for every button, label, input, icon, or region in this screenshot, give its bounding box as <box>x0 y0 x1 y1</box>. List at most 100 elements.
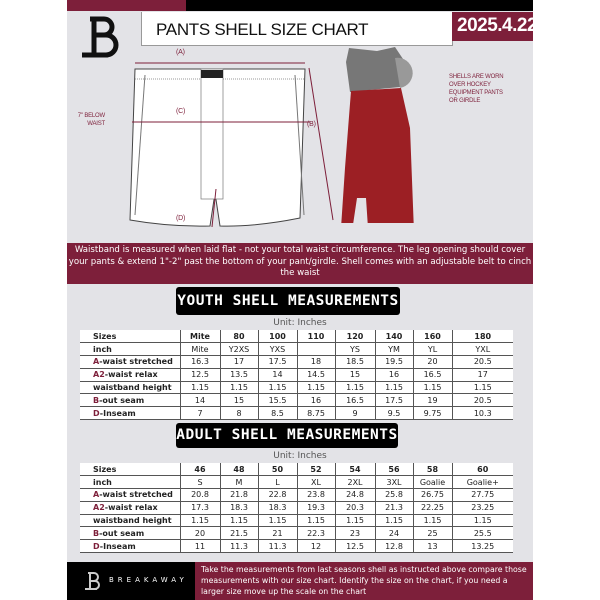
table-cell: 25 <box>412 526 452 541</box>
brand-name: BREAKAWAY <box>109 576 188 584</box>
row-label: A2-waist relax <box>80 501 180 515</box>
table-cell: 1.15 <box>334 381 375 395</box>
table-cell: 1.15 <box>257 381 297 395</box>
table-cell: 1.15 <box>296 381 335 395</box>
label-b: (B) <box>307 121 316 128</box>
row-label: D-Inseam <box>80 539 180 554</box>
table-cell: 22.8 <box>257 488 297 502</box>
table-cell: 17 <box>219 355 258 369</box>
footer-instructions: Take the measurements from last seasons … <box>195 562 533 600</box>
table-row: D-Inseam 11 11.3 11.3 12 12.5 12.8 13 13.25 <box>80 539 513 554</box>
table-cell: 14 <box>179 393 220 408</box>
table-cell: 22.3 <box>296 526 335 541</box>
table-cell: 1.15 <box>374 381 413 395</box>
table-cell: 20.5 <box>451 355 513 369</box>
table-cell: 19 <box>412 393 452 408</box>
table-cell: 9.5 <box>374 406 413 421</box>
table-cell: 20.3 <box>334 501 375 515</box>
measurement-name: inch <box>93 344 112 354</box>
table-cell: 17.5 <box>374 393 413 408</box>
table-cell: 18.3 <box>257 501 297 515</box>
row-label: waistband height <box>80 381 180 395</box>
table-cell: 15 <box>334 368 375 382</box>
table-cell: 80 <box>219 330 258 344</box>
table-cell: 16 <box>374 368 413 382</box>
table-cell: 15 <box>219 393 258 408</box>
below-waist-note: 7" BELOW WAIST <box>77 113 105 127</box>
table-row: waistband height 1.15 1.15 1.15 1.15 1.15 1.15… <box>80 381 513 395</box>
row-label: B-out seam <box>80 393 180 408</box>
page-title: PANTS SHELL SIZE CHART <box>141 12 453 46</box>
measurement-info: Waistband is measured when laid flat - n… <box>67 243 533 284</box>
measurement-name: -waist stretched <box>99 357 173 367</box>
top-bar <box>186 0 533 11</box>
table-cell: 18.5 <box>334 355 375 369</box>
measurement-name: Sizes <box>93 331 117 341</box>
table-cell: 54 <box>334 463 375 477</box>
label-a: (A) <box>176 49 185 56</box>
table-cell: 7 <box>179 406 220 421</box>
row-label: A-waist stretched <box>80 355 180 369</box>
table-cell: 16.5 <box>412 368 452 382</box>
table-cell: 24 <box>374 526 413 541</box>
table-cell: 12.5 <box>334 539 375 554</box>
table-row: A2-waist relax 17.3 18.3 18.3 19.3 20.3 21.3 22… <box>80 501 513 515</box>
measurement-key: A <box>93 357 100 367</box>
date-badge: 2025.4.22 <box>452 12 538 41</box>
row-label: A2-waist relax <box>80 368 180 382</box>
table-cell: Mite <box>179 342 220 357</box>
table-row: Sizes 46 48 50 52 54 56 58 60 <box>80 463 513 477</box>
table-cell: 1.15 <box>219 381 258 395</box>
table-cell: 52 <box>296 463 335 477</box>
row-label: Sizes <box>80 330 180 344</box>
row-label: inch <box>80 342 180 357</box>
table-cell: 18.3 <box>219 501 258 515</box>
table-cell: XL <box>296 475 335 490</box>
table-cell: 21.8 <box>219 488 258 502</box>
table-cell: 1.15 <box>412 381 452 395</box>
table-cell: 1.15 <box>451 381 513 395</box>
table-cell: 20.8 <box>179 488 220 502</box>
label-c: (C) <box>176 108 186 115</box>
measurement-key: B <box>93 395 100 405</box>
table-cell: 25.5 <box>451 526 513 541</box>
table-row: A-waist stretched 16.3 17 17.5 18 18.5 19.5 20 2… <box>80 355 513 369</box>
row-label: B-out seam <box>80 526 180 541</box>
table-cell: 1.15 <box>374 514 413 528</box>
table-cell: 14.5 <box>296 368 335 382</box>
table-cell: 50 <box>257 463 297 477</box>
measurement-key: D <box>93 541 100 551</box>
table-cell: 15.5 <box>257 393 297 408</box>
table-row: A-waist stretched 20.8 21.8 22.8 23.8 24.8 25.… <box>80 488 513 502</box>
measurement-name: -waist stretched <box>99 490 173 500</box>
measurement-key: B <box>93 528 100 538</box>
measurement-name: -out seam <box>99 395 145 405</box>
table-cell: 19.3 <box>296 501 335 515</box>
table-cell: 1.15 <box>179 381 220 395</box>
table-cell: YXL <box>451 342 513 357</box>
table-cell: 19.5 <box>374 355 413 369</box>
table-cell: 17 <box>451 368 513 382</box>
measurement-name: waistband height <box>93 516 172 526</box>
table-cell: 14 <box>257 368 297 382</box>
row-label: D-Inseam <box>80 406 180 421</box>
top-bar-accent <box>67 0 186 11</box>
table-cell: 12.8 <box>374 539 413 554</box>
table-row: B-out seam 20 21.5 21 22.3 23 24 25 25.5 <box>80 526 513 541</box>
table-cell: Y2XS <box>219 342 258 357</box>
table-cell: 9.75 <box>412 406 452 421</box>
table-row: A2-waist relax 12.5 13.5 14 14.5 15 16 16.5 17 <box>80 368 513 382</box>
table-cell: 17.5 <box>257 355 297 369</box>
table-cell: 17.3 <box>179 501 220 515</box>
table-row: waistband height 1.15 1.15 1.15 1.15 1.15 1.15… <box>80 514 513 528</box>
table-cell: 160 <box>412 330 452 344</box>
table-row: inch S M L XL 2XL 3XL Goalie Goalie+ <box>80 475 513 490</box>
table-cell: 18 <box>296 355 335 369</box>
row-label: A-waist stretched <box>80 488 180 502</box>
table-cell: 1.15 <box>451 514 513 528</box>
row-label: waistband height <box>80 514 180 528</box>
table-cell: 8 <box>219 406 258 421</box>
table-cell: 16.5 <box>334 393 375 408</box>
table-cell: Goalie+ <box>451 475 513 490</box>
table-cell: 140 <box>374 330 413 344</box>
